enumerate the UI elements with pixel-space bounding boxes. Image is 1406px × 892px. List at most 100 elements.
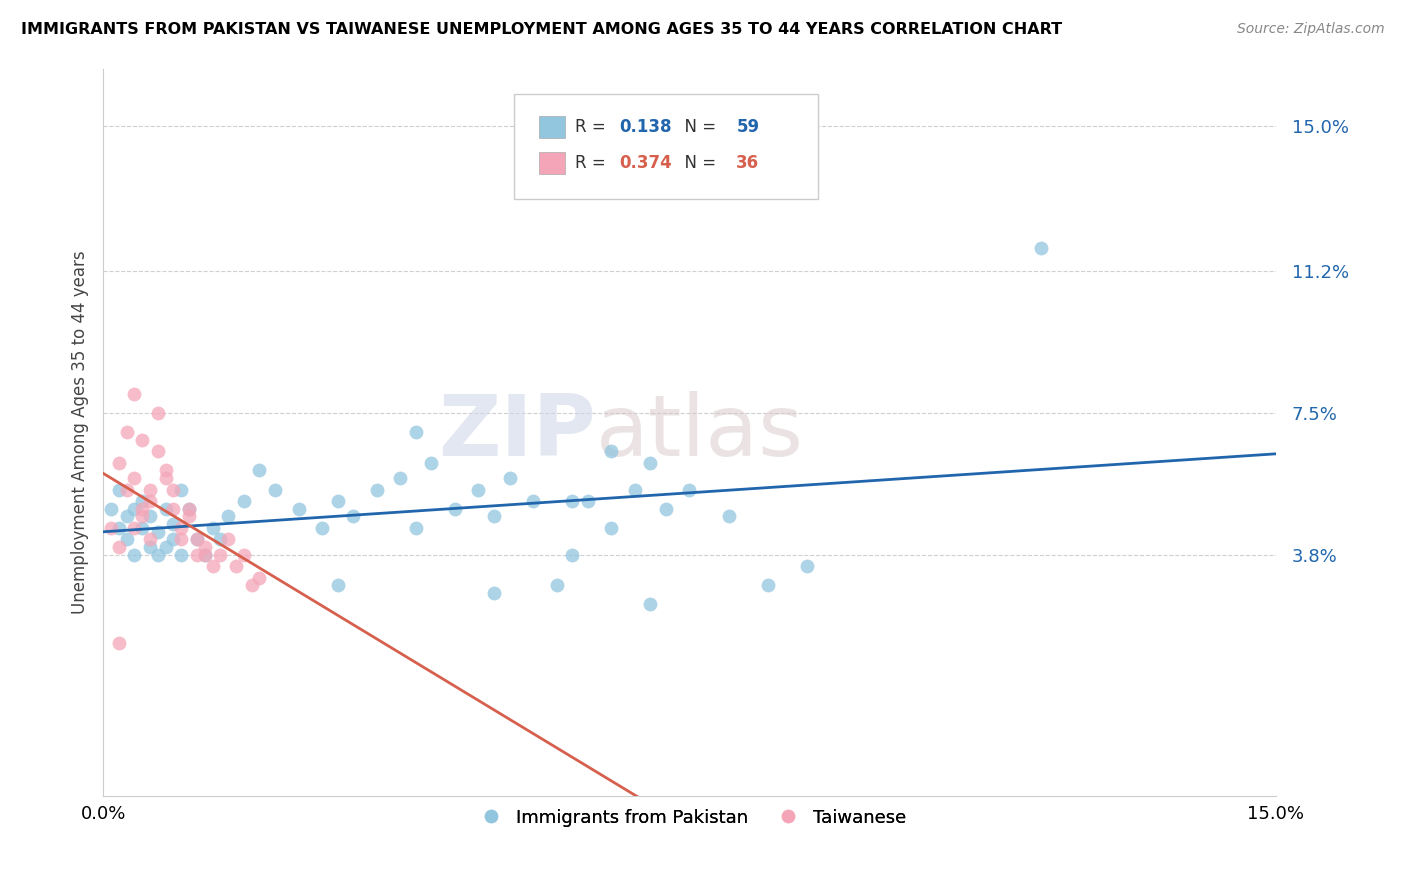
Text: Source: ZipAtlas.com: Source: ZipAtlas.com: [1237, 22, 1385, 37]
Point: [194, 540, 217, 554]
Point: [209, 533, 232, 547]
Point: [232, 494, 254, 508]
Point: [240, 578, 263, 592]
Point: [170, 483, 193, 497]
Point: [482, 586, 505, 600]
Point: [249, 571, 271, 585]
Point: [179, 501, 201, 516]
Point: [640, 456, 662, 470]
Point: [600, 444, 623, 458]
Text: R =: R =: [575, 118, 610, 136]
Point: [179, 501, 201, 516]
Point: [201, 559, 224, 574]
Point: [232, 548, 254, 562]
Point: [124, 471, 146, 485]
Point: [186, 533, 208, 547]
Point: [194, 548, 217, 562]
Point: [162, 533, 184, 547]
Text: N =: N =: [675, 118, 721, 136]
Point: [546, 578, 568, 592]
Text: 59: 59: [737, 118, 759, 136]
Point: [717, 509, 740, 524]
Point: [139, 509, 162, 524]
Point: [1031, 241, 1053, 255]
Text: 0.374: 0.374: [619, 154, 672, 172]
FancyBboxPatch shape: [513, 94, 818, 200]
Point: [264, 483, 287, 497]
Point: [311, 521, 333, 535]
Point: [107, 540, 129, 554]
Text: N =: N =: [675, 154, 721, 172]
Point: [194, 548, 217, 562]
Point: [139, 533, 162, 547]
Point: [655, 501, 678, 516]
Point: [131, 501, 153, 516]
Point: [155, 471, 177, 485]
Point: [124, 501, 146, 516]
Point: [107, 456, 129, 470]
Point: [482, 509, 505, 524]
Legend: Immigrants from Pakistan, Taiwanese: Immigrants from Pakistan, Taiwanese: [465, 802, 914, 834]
Point: [217, 509, 239, 524]
Text: atlas: atlas: [596, 391, 804, 474]
Point: [107, 483, 129, 497]
Point: [115, 425, 138, 439]
Point: [640, 598, 662, 612]
Point: [131, 494, 153, 508]
Point: [498, 471, 520, 485]
Point: [225, 559, 247, 574]
Point: [131, 433, 153, 447]
Point: [115, 533, 138, 547]
Point: [146, 406, 169, 420]
Point: [139, 540, 162, 554]
Point: [405, 521, 427, 535]
Point: [179, 509, 201, 524]
Point: [124, 387, 146, 401]
Point: [444, 501, 467, 516]
Point: [389, 471, 412, 485]
Point: [155, 463, 177, 477]
Text: ZIP: ZIP: [437, 391, 596, 474]
Point: [420, 456, 443, 470]
Point: [756, 578, 779, 592]
FancyBboxPatch shape: [540, 153, 565, 174]
Point: [100, 521, 122, 535]
Point: [162, 483, 184, 497]
Point: [796, 559, 818, 574]
Point: [155, 501, 177, 516]
Point: [561, 548, 583, 562]
Point: [522, 494, 544, 508]
Point: [623, 483, 645, 497]
Point: [115, 509, 138, 524]
Point: [342, 509, 364, 524]
Point: [561, 494, 583, 508]
FancyBboxPatch shape: [540, 116, 565, 137]
Text: 0.138: 0.138: [619, 118, 672, 136]
Point: [405, 425, 427, 439]
Text: R =: R =: [575, 154, 610, 172]
Point: [287, 501, 309, 516]
Point: [186, 533, 208, 547]
Point: [326, 494, 349, 508]
Point: [162, 516, 184, 531]
Point: [678, 483, 700, 497]
Text: 36: 36: [737, 154, 759, 172]
Point: [100, 501, 122, 516]
Point: [186, 548, 208, 562]
Point: [139, 483, 162, 497]
Y-axis label: Unemployment Among Ages 35 to 44 years: Unemployment Among Ages 35 to 44 years: [72, 251, 89, 614]
Point: [115, 483, 138, 497]
Point: [170, 521, 193, 535]
Point: [600, 521, 623, 535]
Point: [131, 509, 153, 524]
Point: [107, 635, 129, 649]
Point: [209, 548, 232, 562]
Point: [146, 548, 169, 562]
Point: [162, 501, 184, 516]
Point: [170, 548, 193, 562]
Point: [326, 578, 349, 592]
Point: [124, 521, 146, 535]
Point: [146, 524, 169, 539]
Text: IMMIGRANTS FROM PAKISTAN VS TAIWANESE UNEMPLOYMENT AMONG AGES 35 TO 44 YEARS COR: IMMIGRANTS FROM PAKISTAN VS TAIWANESE UN…: [21, 22, 1062, 37]
Point: [217, 533, 239, 547]
